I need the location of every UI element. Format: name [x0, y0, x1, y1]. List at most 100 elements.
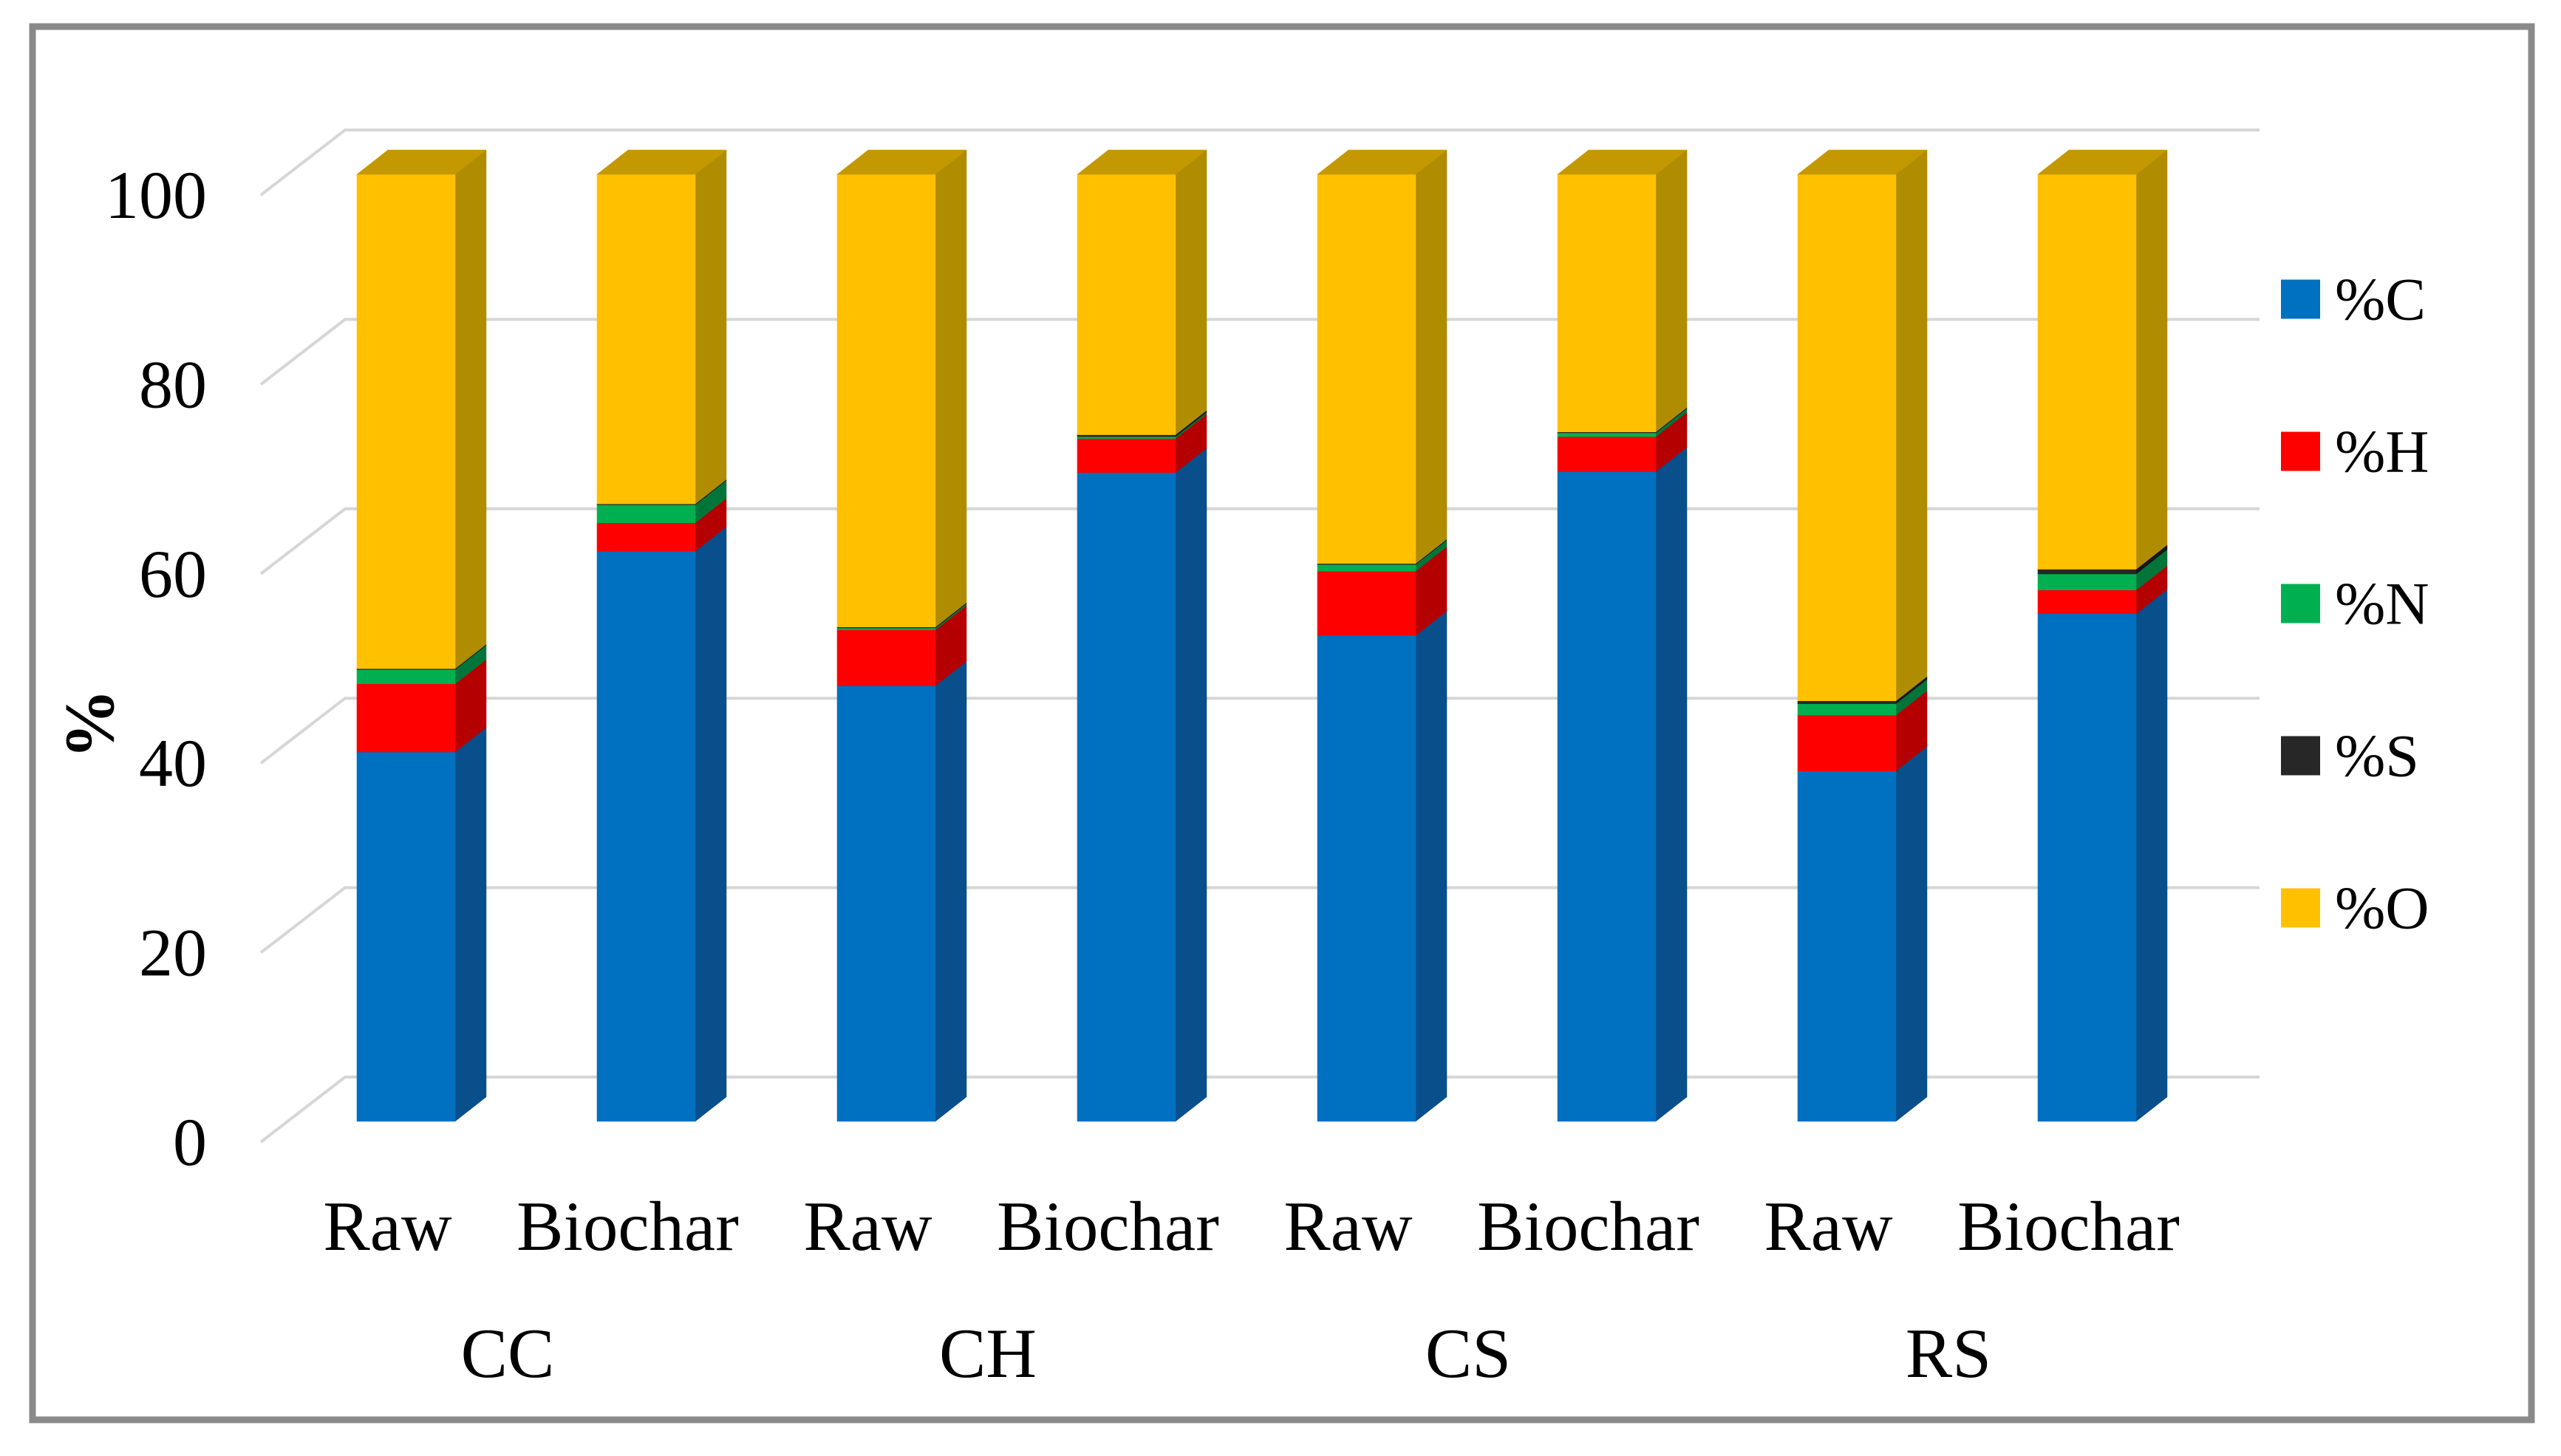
- segment-H: [596, 522, 696, 552]
- legend-swatch: [2281, 431, 2320, 471]
- bar-top-face: [2037, 149, 2168, 175]
- y-axis-tick-labels: 0 20 40 60 80 100: [105, 157, 207, 1180]
- group-axis-labels: CC CH CS RS: [461, 1314, 1991, 1392]
- segment-side-O: [2135, 149, 2168, 570]
- group-label: RS: [1906, 1314, 1991, 1392]
- bar-rs-biochar: [2037, 149, 2168, 1122]
- segment-H: [836, 629, 936, 686]
- legend-label: %O: [2335, 875, 2429, 942]
- bar-cs-raw: [1317, 149, 1447, 1122]
- segment-side-C: [2135, 589, 2168, 1122]
- segment-H: [2037, 589, 2137, 615]
- category-label: Raw: [323, 1187, 452, 1265]
- gridline: [259, 129, 2260, 196]
- segment-O: [1557, 174, 1657, 432]
- segment-H: [1797, 714, 1897, 771]
- segment-O: [596, 174, 696, 505]
- segment-N: [1077, 436, 1176, 439]
- segment-side-C: [1175, 448, 1207, 1122]
- legend-swatch: [2281, 888, 2320, 928]
- segment-N: [1797, 703, 1897, 716]
- bar-top-face: [1557, 149, 1688, 175]
- bars-group: [356, 149, 2168, 1122]
- segment-O: [836, 174, 936, 628]
- bar-top-face: [356, 149, 487, 175]
- category-label: Biochar: [1477, 1187, 1699, 1265]
- segment-O: [1317, 174, 1416, 564]
- segment-S: [2037, 569, 2137, 575]
- segment-O: [2037, 174, 2137, 570]
- segment-side-O: [1655, 149, 1688, 433]
- legend-item-C: %C: [2281, 266, 2426, 333]
- category-label: Biochar: [997, 1187, 1219, 1265]
- segment-side-C: [935, 660, 967, 1122]
- legend-swatch: [2281, 736, 2320, 776]
- bar-top-face: [1077, 149, 1207, 175]
- segment-side-O: [695, 149, 727, 505]
- segment-O: [1797, 174, 1897, 702]
- legend-item-N: %N: [2281, 570, 2429, 638]
- y-axis-title: %: [50, 689, 129, 759]
- segment-O: [356, 174, 456, 669]
- category-label: Raw: [1283, 1187, 1413, 1265]
- legend-label: %N: [2335, 570, 2429, 638]
- segment-H: [1077, 438, 1176, 474]
- segment-N: [1317, 564, 1416, 572]
- bar-cs-biochar: [1557, 149, 1688, 1122]
- segment-C: [1797, 770, 1897, 1122]
- bar-cc-biochar: [596, 149, 727, 1122]
- segment-side-O: [1175, 149, 1207, 436]
- segment-N: [2037, 573, 2137, 591]
- y-tick-label: 20: [139, 915, 207, 991]
- group-label: CC: [461, 1314, 555, 1392]
- bar-top-face: [596, 149, 727, 175]
- segment-O: [1077, 174, 1176, 435]
- category-label: Raw: [803, 1187, 932, 1265]
- segment-C: [2037, 613, 2137, 1122]
- legend-item-O: %O: [2281, 875, 2429, 942]
- segment-N: [596, 505, 696, 524]
- segment-C: [836, 686, 936, 1122]
- bar-top-face: [836, 149, 967, 175]
- segment-side-O: [1415, 149, 1447, 564]
- category-label: Raw: [1764, 1187, 1893, 1265]
- bar-top-face: [1797, 149, 1928, 175]
- segment-side-O: [1895, 149, 1928, 702]
- bar-rs-raw: [1797, 149, 1928, 1122]
- segment-C: [1077, 472, 1176, 1122]
- segment-H: [1557, 436, 1657, 472]
- segment-H: [356, 683, 456, 753]
- category-label: Biochar: [516, 1187, 739, 1265]
- segment-side-C: [695, 526, 727, 1122]
- y-tick-label: 40: [139, 725, 207, 801]
- legend-item-H: %H: [2281, 418, 2429, 485]
- segment-N: [1557, 432, 1657, 437]
- figure-border: [29, 23, 2535, 1423]
- segment-C: [356, 751, 456, 1122]
- segment-side-O: [935, 149, 967, 628]
- segment-side-C: [1895, 746, 1928, 1122]
- segment-side-O: [454, 149, 487, 669]
- bar-ch-raw: [836, 149, 967, 1122]
- segment-C: [1317, 635, 1416, 1122]
- legend-item-S: %S: [2281, 722, 2419, 790]
- segment-side-C: [454, 727, 487, 1122]
- legend-label: %H: [2335, 418, 2429, 485]
- segment-side-C: [1415, 610, 1447, 1122]
- category-axis-labels: Raw Biochar Raw Biochar Raw Biochar Raw Biochar: [323, 1187, 2179, 1265]
- y-tick-label: 0: [173, 1104, 207, 1180]
- y-tick-label: 60: [139, 536, 207, 612]
- segment-C: [596, 550, 696, 1122]
- segment-H: [1317, 570, 1416, 636]
- segment-S: [1797, 700, 1897, 704]
- segment-side-C: [1655, 447, 1688, 1122]
- category-label: Biochar: [1957, 1187, 2180, 1265]
- bar-ch-biochar: [1077, 149, 1207, 1122]
- group-label: CS: [1425, 1314, 1511, 1392]
- y-tick-label: 100: [105, 157, 207, 233]
- bar-cc-raw: [356, 149, 487, 1122]
- segment-N: [356, 669, 456, 684]
- group-label: CH: [939, 1314, 1037, 1392]
